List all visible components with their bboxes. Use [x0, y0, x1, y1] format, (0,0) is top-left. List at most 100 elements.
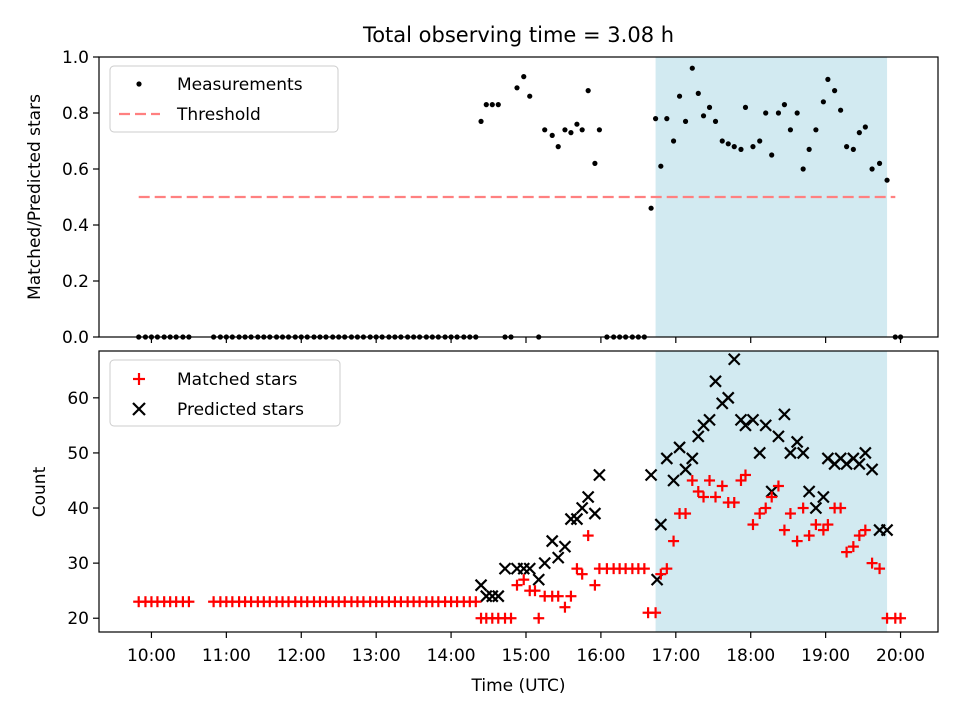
matched-star-point: [853, 530, 865, 542]
measurement-point: [769, 152, 775, 158]
measurement-point: [658, 163, 664, 169]
predicted-star-point: [772, 430, 785, 443]
predicted-star-point: [865, 463, 879, 476]
measurement-point: [884, 177, 890, 183]
predicted-star-point: [709, 375, 722, 388]
x-tick-label: 11:00: [202, 646, 251, 666]
measurement-point: [844, 144, 850, 150]
matched-star-point: [797, 502, 809, 514]
matched-star-point: [183, 596, 195, 608]
top-x-ticks: [150, 337, 902, 343]
measurement-point: [549, 132, 555, 138]
measurement-point: [757, 138, 763, 144]
bottom-legend-box: [109, 359, 341, 427]
legend-predicted-label: Predicted stars: [177, 400, 304, 420]
matched-star-point: [698, 491, 710, 503]
measurement-point: [478, 118, 484, 124]
measurement-point: [706, 104, 713, 110]
predicted-star-point: [564, 512, 578, 526]
measurement-point: [579, 127, 585, 133]
predicted-star-point: [558, 540, 572, 553]
matched-star-point: [518, 574, 530, 586]
measurement-point: [731, 144, 737, 150]
matched-star-point: [859, 524, 871, 536]
measurement-point: [664, 116, 670, 122]
matched-star-point: [559, 601, 571, 613]
matched-star-point: [747, 519, 759, 531]
top-y-tick-label: 0.0: [62, 328, 89, 348]
measurement-point: [527, 93, 533, 99]
top-legend: Measurements Threshold: [109, 65, 339, 133]
matched-star-point: [728, 497, 740, 509]
measurement-point: [775, 110, 782, 116]
predicted-star-point: [727, 352, 741, 366]
predicted-star-point: [739, 419, 752, 432]
measurement-point: [514, 85, 520, 91]
matched-star-point: [803, 530, 815, 542]
matched-star-point: [841, 546, 853, 558]
measurement-point: [596, 127, 603, 133]
predicted-star-point: [765, 485, 778, 498]
matched-star-point: [571, 563, 583, 575]
matched-star-point: [739, 469, 751, 481]
matched-star-point: [576, 568, 588, 580]
matched-star-point: [668, 535, 680, 547]
bottom-panel: 20 30 40 50 60 10:00 11:00 12:00 13:00 14:00 15:0…: [30, 350, 939, 696]
matched-star-point: [791, 535, 803, 547]
top-plot-frame: [98, 56, 939, 338]
matched-star-point: [822, 519, 834, 531]
bottom-legend: Matched stars Predicted stars: [109, 359, 341, 427]
predicted-star-point: [532, 573, 546, 586]
matched-star-point: [655, 568, 667, 580]
predicted-star-point: [746, 413, 760, 427]
measurement-point: [689, 65, 695, 71]
predicted-star-point: [660, 452, 674, 465]
measurement-point: [585, 88, 591, 94]
measurement-point: [648, 205, 654, 211]
x-tick-label: 12:00: [277, 646, 326, 666]
measurement-point: [750, 144, 756, 150]
predicted-star-point: [703, 413, 716, 427]
matched-star-point: [589, 579, 601, 591]
matched-star-point: [533, 612, 545, 624]
predicted-star-point: [721, 391, 735, 405]
measurement-point: [676, 93, 683, 99]
predicted-star-point: [575, 501, 589, 515]
predicted-star-point: [491, 589, 505, 603]
matched-star-point: [638, 563, 650, 575]
x-tick-label: 16:00: [576, 646, 625, 666]
x-tick-label: 15:00: [501, 646, 550, 666]
measurement-point: [542, 127, 548, 133]
predicted-star-point: [673, 441, 686, 454]
predicted-star-point: [474, 578, 488, 592]
predicted-star-point: [784, 446, 797, 460]
x-tick-label: 13:00: [352, 646, 401, 666]
top-y-tick-label: 0.2: [62, 272, 89, 292]
matched-stars-points: [133, 469, 907, 624]
top-legend-box: [109, 65, 339, 133]
matched-star-point: [582, 530, 594, 542]
bottom-y-tick-label: 30: [67, 554, 89, 574]
matched-star-point: [680, 508, 692, 520]
matched-star-point: [661, 563, 673, 575]
matched-star-point: [810, 519, 822, 531]
bottom-plot-frame: [98, 350, 939, 633]
measurement-point: [682, 118, 689, 124]
matched-star-point: [735, 474, 747, 486]
measurement-point: [700, 113, 707, 119]
predicted-star-point: [498, 562, 512, 575]
predicted-stars-points: [474, 352, 894, 603]
predicted-star-point: [644, 468, 658, 482]
measurement-point: [725, 141, 731, 147]
matched-star-point: [766, 491, 778, 503]
measurement-point: [562, 127, 568, 133]
measurement-point: [555, 144, 561, 150]
measurement-point: [794, 110, 800, 116]
matched-star-point: [692, 486, 704, 497]
matched-star-point: [778, 524, 790, 536]
matched-star-point: [895, 612, 907, 624]
predicted-star-point: [790, 435, 804, 449]
predicted-star-point: [859, 446, 872, 460]
matched-star-point: [784, 508, 796, 520]
matched-star-point: [866, 557, 878, 569]
